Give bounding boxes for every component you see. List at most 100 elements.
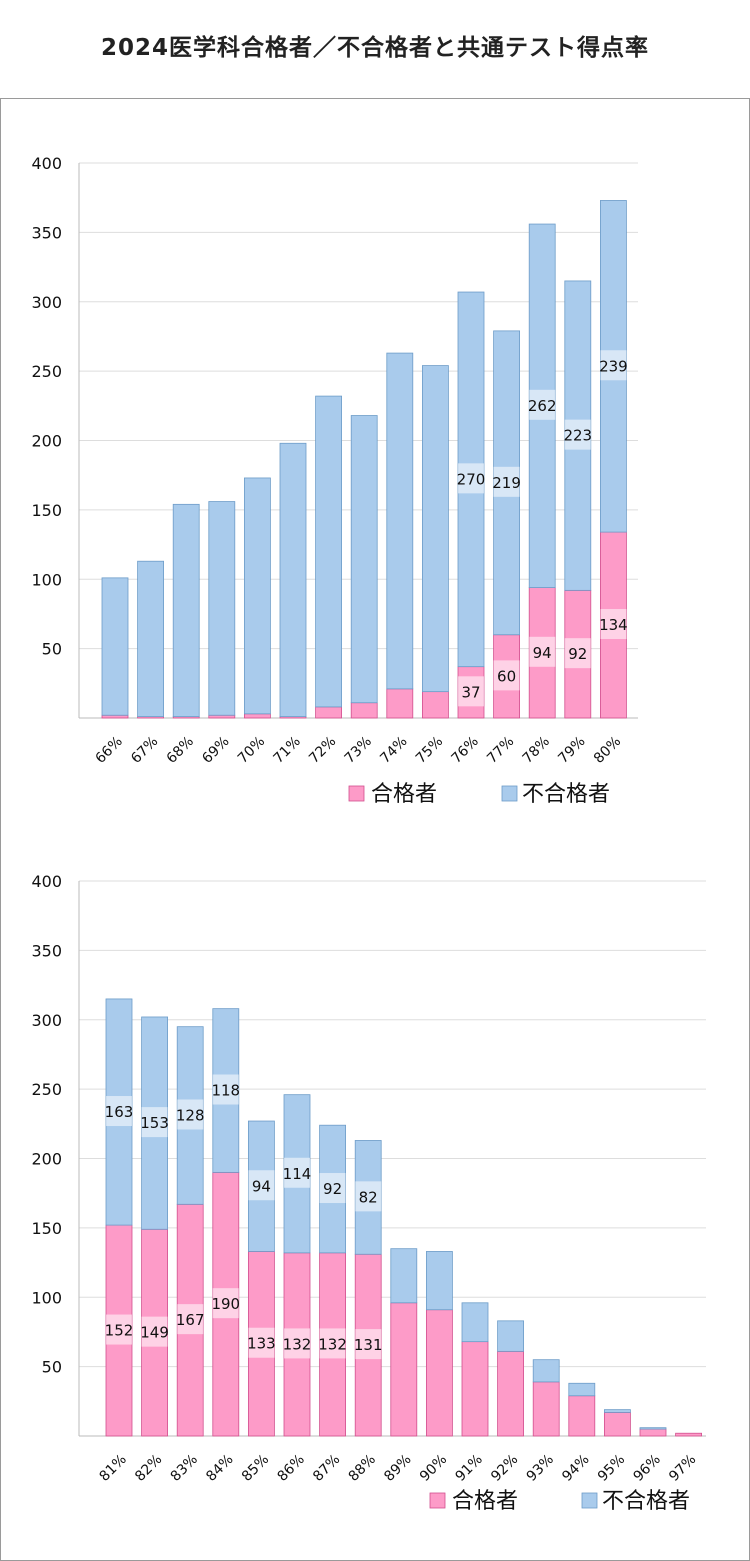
data-label-bg — [564, 419, 591, 450]
bar-fail — [208, 501, 236, 716]
data-label-pass: 132 — [318, 1335, 347, 1353]
x-tick-label: 95% — [595, 1452, 628, 1485]
bar-pass — [604, 1412, 631, 1437]
y-tick-label: 200 — [31, 432, 62, 451]
data-label-bg — [493, 466, 520, 497]
bar-fail — [390, 1248, 418, 1304]
bar-pass — [350, 702, 378, 719]
y-tick-label: 100 — [31, 1288, 62, 1307]
data-label-bg — [212, 1074, 239, 1105]
y-tick-label: 250 — [31, 1080, 62, 1099]
bar-fail — [137, 560, 165, 718]
bar-fail — [386, 352, 414, 690]
x-tick-label: 87% — [310, 1452, 343, 1485]
legend-swatch-fail — [581, 1492, 598, 1509]
x-tick-label: 96% — [631, 1452, 664, 1485]
bar-fail — [315, 395, 343, 708]
x-tick-label: 69% — [199, 734, 232, 767]
data-label-bg — [493, 660, 520, 691]
data-label-bg — [355, 1329, 382, 1360]
bar-fail — [568, 1382, 596, 1397]
data-label-fail: 94 — [252, 1177, 271, 1195]
x-tick-label: 78% — [520, 734, 553, 767]
legend-swatch-fail — [501, 785, 518, 802]
data-label-pass: 37 — [461, 683, 480, 701]
y-tick-label: 350 — [31, 223, 62, 242]
data-label-pass: 94 — [533, 644, 552, 662]
legend-label-pass: 合格者 — [371, 782, 437, 807]
x-tick-label: 86% — [275, 1452, 308, 1485]
data-label-bg — [106, 1314, 132, 1345]
bar-fail — [279, 442, 307, 718]
x-tick-label: 88% — [346, 1452, 379, 1485]
bar-pass — [208, 714, 236, 719]
data-label-bg — [600, 350, 627, 381]
y-tick-label: 250 — [31, 362, 62, 381]
data-label-fail: 92 — [323, 1180, 342, 1198]
y-tick-label: 300 — [31, 293, 62, 312]
data-label-bg — [529, 636, 556, 667]
bar-pass — [386, 688, 414, 719]
y-tick-label: 150 — [31, 1219, 62, 1238]
legend-label-fail: 不合格者 — [522, 782, 610, 807]
bar-pass — [421, 691, 449, 719]
x-tick-label: 77% — [484, 734, 517, 767]
x-tick-label: 74% — [377, 734, 410, 767]
x-tick-label: 66% — [93, 734, 126, 767]
y-tick-label: 400 — [31, 154, 62, 173]
data-label-bg — [319, 1173, 346, 1204]
data-label-bg — [319, 1328, 346, 1359]
bar-fail — [639, 1427, 667, 1430]
bar-fail — [172, 503, 200, 718]
bar-pass — [315, 706, 343, 719]
x-tick-label: 72% — [306, 734, 339, 767]
x-tick-label: 93% — [524, 1452, 557, 1485]
bar-fail — [425, 1251, 453, 1311]
data-label-fail: 128 — [176, 1106, 205, 1124]
legend-swatch-pass — [429, 1492, 446, 1509]
bar-pass — [101, 714, 129, 719]
data-label-bg — [529, 389, 556, 420]
x-tick-label: 90% — [417, 1452, 450, 1485]
data-label-bg — [248, 1327, 275, 1358]
data-label-fail: 118 — [211, 1082, 240, 1100]
data-label-fail: 219 — [492, 474, 521, 492]
data-label-bg — [248, 1170, 275, 1201]
y-tick-label: 350 — [31, 941, 62, 960]
bar-pass — [497, 1350, 525, 1437]
y-tick-label: 200 — [31, 1150, 62, 1169]
x-tick-label: 84% — [203, 1452, 236, 1485]
bar-pass — [425, 1309, 453, 1437]
data-label-bg — [106, 1096, 132, 1127]
x-tick-label: 71% — [271, 734, 304, 767]
x-tick-label: 76% — [449, 734, 482, 767]
x-tick-label: 97% — [666, 1452, 699, 1485]
data-label-pass: 190 — [211, 1295, 240, 1313]
data-label-fail: 163 — [105, 1103, 134, 1121]
x-tick-label: 67% — [128, 734, 161, 767]
bar-fail — [101, 577, 129, 716]
data-label-fail: 270 — [457, 470, 486, 488]
bar-pass — [390, 1302, 418, 1437]
bar-fail — [350, 415, 378, 704]
bar-pass — [532, 1381, 560, 1437]
data-label-fail: 114 — [283, 1165, 312, 1183]
data-label-pass: 149 — [140, 1324, 169, 1342]
data-label-bg — [284, 1157, 310, 1188]
data-label-bg — [177, 1099, 204, 1130]
bar-fail — [421, 365, 449, 693]
bar-pass — [243, 713, 271, 719]
bar-pass — [639, 1428, 667, 1437]
y-tick-label: 100 — [31, 570, 62, 589]
x-tick-label: 79% — [555, 734, 588, 767]
y-tick-label: 400 — [31, 872, 62, 891]
y-tick-label: 50 — [42, 640, 62, 659]
data-label-fail: 82 — [359, 1188, 378, 1206]
page-title: 2024医学科合格者／不合格者と共通テスト得点率 — [100, 35, 649, 61]
x-tick-label: 73% — [342, 734, 375, 767]
bar-pass — [461, 1341, 489, 1437]
bar-fail — [497, 1320, 525, 1352]
y-tick-label: 300 — [31, 1011, 62, 1030]
x-tick-label: 68% — [164, 734, 197, 767]
